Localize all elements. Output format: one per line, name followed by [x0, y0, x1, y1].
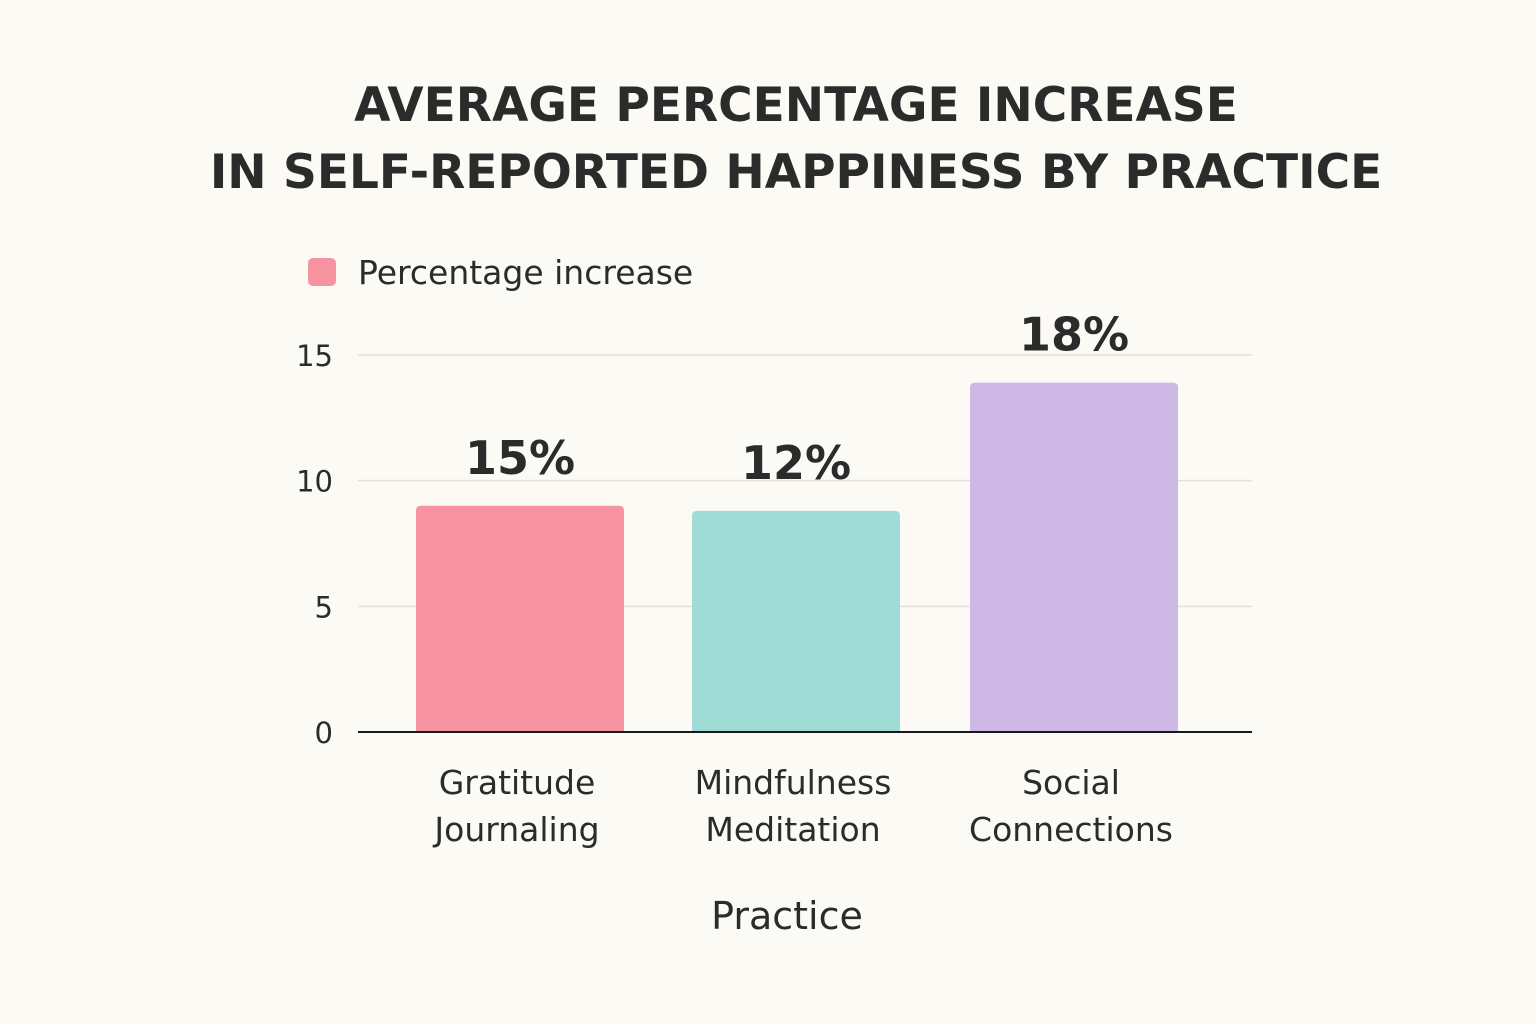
data-label: 12% [741, 436, 851, 490]
category-label: Connections [969, 810, 1173, 849]
y-axis-ticks: 0 5 10 15 [296, 339, 333, 750]
y-tick-label: 0 [315, 716, 333, 750]
data-labels: 15% 12% 18% [465, 308, 1129, 490]
legend: Percentage increase [308, 253, 693, 292]
y-tick-label: 15 [296, 339, 333, 373]
data-label: 18% [1019, 308, 1129, 362]
chart-title-line-1: AVERAGE PERCENTAGE INCREASE [354, 78, 1238, 133]
bars [416, 382, 1178, 732]
y-tick-label: 5 [315, 590, 333, 624]
chart-title: AVERAGE PERCENTAGE INCREASE IN SELF-REPOR… [210, 78, 1382, 200]
chart-title-line-2: IN SELF-REPORTED HAPPINESS BY PRACTICE [210, 145, 1382, 200]
legend-swatch [308, 258, 336, 286]
y-tick-label: 10 [296, 465, 333, 499]
x-axis-categories: Gratitude Journaling Mindfulness Meditation… [432, 763, 1173, 849]
data-label: 15% [465, 431, 575, 485]
category-label: Gratitude [439, 763, 596, 802]
category-label: Meditation [705, 810, 880, 849]
bar-mindfulness-meditation [692, 510, 900, 732]
category-label: Journaling [432, 810, 599, 849]
legend-label: Percentage increase [358, 253, 693, 292]
x-axis-label: Practice [711, 894, 863, 938]
category-label: Mindfulness [695, 763, 892, 802]
bar-gratitude-journaling [416, 505, 624, 732]
category-label: Social [1022, 763, 1120, 802]
bar-social-connections [970, 382, 1178, 732]
